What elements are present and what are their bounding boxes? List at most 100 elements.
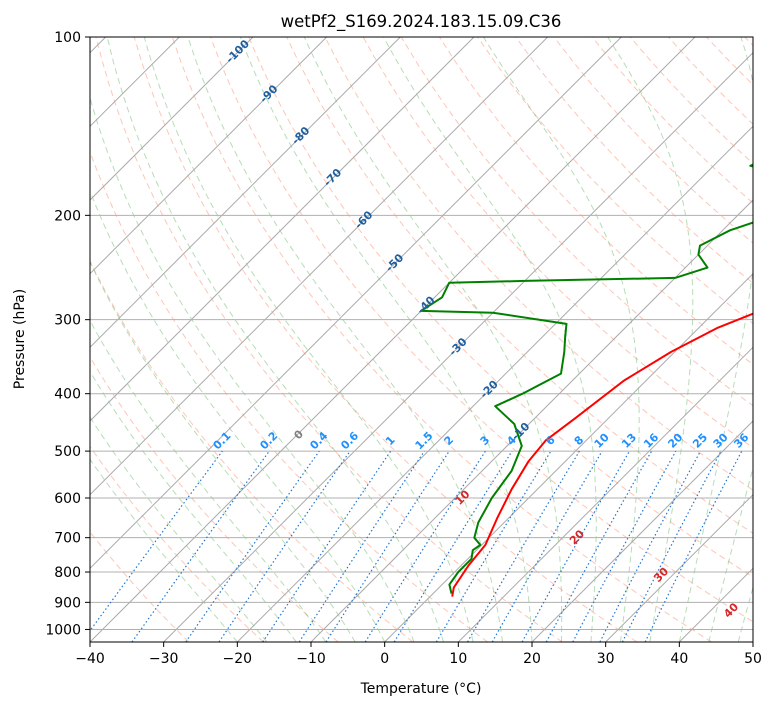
mixing-ratio-line: [325, 450, 450, 642]
mixing-ratio-label: 8: [572, 433, 587, 448]
mixing-ratio-line: [262, 450, 392, 642]
isotherm-line: [752, 641, 753, 642]
mixing-ratio-label: 3: [478, 433, 493, 448]
isotherm-line: [90, 37, 696, 642]
x-tick-label: 0: [380, 651, 389, 667]
isotherm-line: [236, 125, 753, 642]
moist-adiabat-line: [239, 37, 533, 642]
dry-adiabat-line: [515, 37, 753, 284]
y-tick-label: 900: [54, 595, 81, 611]
mixing-ratio-line: [218, 450, 351, 642]
dry-adiabat-line: [90, 445, 264, 642]
mixing-ratio-label: 13: [619, 431, 639, 451]
dry-adiabat-line: [90, 531, 190, 642]
isotherm-line: [310, 199, 753, 642]
mixing-ratio-line: [131, 450, 270, 642]
moist-adiabat-line: [106, 37, 445, 642]
mixing-ratio-line: [572, 450, 677, 642]
dry-adiabat-line: [95, 37, 563, 642]
mixing-ratio-label: 0.2: [257, 429, 280, 452]
isotherm-line: [90, 37, 401, 349]
y-tick-label: 800: [54, 565, 81, 581]
x-tick-label: −20: [223, 651, 253, 667]
moist-adiabat-line: [482, 37, 640, 642]
dewpoint-profile-line: [420, 163, 753, 594]
isotherm-label: -50: [383, 251, 406, 274]
plot-frame: [89, 36, 754, 643]
dry-adiabat-line: [90, 150, 488, 642]
mixing-ratio-line: [393, 450, 513, 642]
isotherm-line: [163, 51, 753, 642]
isotherm-line: [605, 493, 753, 642]
y-tick-label: 700: [54, 531, 81, 547]
dry-adiabat-line: [248, 37, 753, 578]
chart-title: wetPf2_S169.2024.183.15.09.C36: [281, 12, 562, 32]
moist-adiabat-line: [187, 37, 503, 642]
mixing-ratio-label: 10: [592, 430, 612, 450]
moist-adiabat-line: [607, 37, 694, 642]
mixing-ratio-label: 1.5: [413, 429, 436, 452]
dry-adiabat-line: [744, 37, 753, 47]
mixing-ratio-line: [599, 450, 702, 642]
y-tick-label: 500: [54, 444, 81, 460]
moist-adiabat-line: [90, 458, 238, 642]
moist-adiabat-line: [90, 260, 356, 642]
mixing-ratio-label: 0.4: [307, 429, 330, 452]
dry-adiabat-line: [324, 37, 753, 491]
mixing-ratio-line: [298, 450, 425, 642]
y-tick-label: 600: [54, 491, 81, 507]
isotherm-label: -80: [289, 124, 312, 147]
isotherm-label: -60: [352, 208, 375, 231]
dry-adiabat-line: [171, 37, 712, 642]
mixing-ratio-line: [521, 450, 631, 642]
isotherm-line: [90, 37, 254, 201]
isotherm-line: [90, 37, 328, 275]
isotherm-line: [457, 346, 753, 642]
mixing-ratio-line: [545, 450, 653, 642]
x-tick-label: 30: [597, 651, 615, 667]
x-tick-label: −40: [75, 651, 105, 667]
dry-adiabat-line: [668, 37, 753, 125]
y-tick-label: 400: [54, 387, 81, 403]
moist-adiabat-label: 0: [291, 427, 306, 442]
dry-adiabat-line: [90, 356, 339, 642]
moist-adiabat-line: [90, 370, 297, 642]
isotherm-line: [90, 37, 549, 496]
moist-adiabat-line: [737, 585, 753, 642]
moist-adiabat-line: [90, 189, 386, 642]
moist-adiabat-line: [678, 37, 753, 642]
dry-adiabat-line: [553, 37, 753, 244]
dry-adiabat-line: [90, 259, 414, 642]
moist-adiabat-line: [90, 319, 327, 642]
mixing-ratio-label: 0.6: [338, 429, 361, 452]
dry-adiabat-line: [133, 37, 638, 642]
mixing-ratio-label: 16: [641, 430, 661, 450]
x-tick-label: −10: [296, 651, 326, 667]
x-tick-label: 50: [744, 651, 762, 667]
temperature-profile-line: [451, 312, 753, 597]
isotherm-line: [531, 420, 753, 642]
mixing-ratio-line: [185, 450, 320, 642]
moist-adiabat-line: [143, 37, 474, 642]
y-tick-label: 300: [54, 313, 81, 329]
dry-adiabat-line: [210, 37, 753, 623]
mixing-ratio-label: 6: [543, 433, 558, 448]
x-tick-label: 40: [670, 651, 688, 667]
dry-adiabat-line: [591, 37, 753, 204]
mixing-ratio-line: [90, 450, 223, 632]
isotherm-line: [90, 37, 622, 570]
x-tick-label: −30: [149, 651, 179, 667]
y-tick-label: 1000: [45, 622, 81, 638]
mixing-ratio-line: [644, 450, 743, 642]
x-axis-title: Temperature (°C): [360, 681, 482, 697]
dry-adiabat-line: [706, 37, 753, 86]
mixing-ratio-label: 36: [731, 430, 751, 450]
y-tick-label: 200: [54, 208, 81, 224]
moist-adiabat-line: [90, 416, 268, 642]
mixing-ratio-label: 2: [442, 433, 457, 448]
x-tick-label: 10: [449, 651, 467, 667]
y-tick-label: 100: [54, 30, 81, 46]
moist-adiabat-line: [303, 37, 563, 642]
isotherm-line: [384, 272, 753, 642]
